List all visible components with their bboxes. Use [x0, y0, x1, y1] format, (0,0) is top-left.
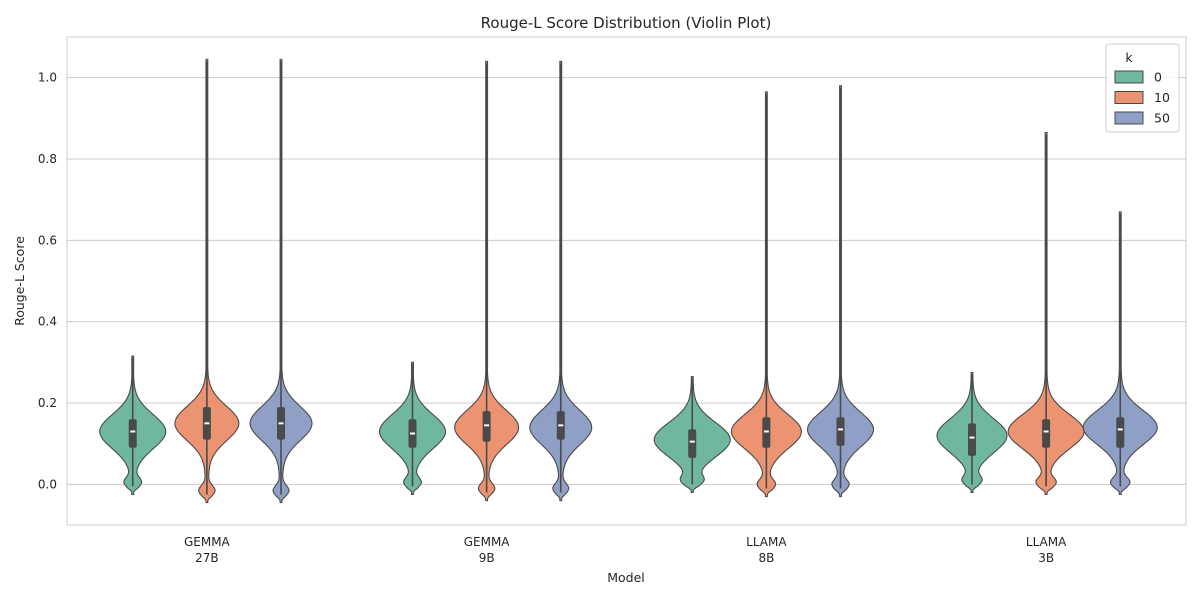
x-axis-title: Model [607, 570, 645, 585]
violin-iqr-box [1042, 419, 1051, 448]
x-tick-label-sub: 3B [1038, 551, 1054, 565]
violins [99, 58, 1158, 504]
legend-label-50: 50 [1154, 111, 1170, 126]
violin-iqr-box [836, 417, 845, 446]
y-tick-label: 1.0 [38, 71, 57, 85]
y-tick-label: 0.2 [38, 396, 57, 410]
violin-iqr-box [688, 429, 697, 458]
x-tick-label: GEMMA [464, 535, 511, 549]
legend-swatch-10 [1114, 91, 1144, 104]
x-tick-label: LLAMA [746, 535, 787, 549]
violin-iqr-box [762, 417, 771, 448]
x-tick-label-sub: 27B [195, 551, 219, 565]
violin-iqr-box [1116, 417, 1125, 448]
violin-iqr-box [482, 411, 491, 442]
gridlines [67, 77, 1186, 485]
chart-title: Rouge-L Score Distribution (Violin Plot) [481, 14, 772, 32]
x-tick-label: GEMMA [184, 535, 231, 549]
plot-background [67, 37, 1186, 525]
y-tick-label: 0.8 [38, 152, 57, 166]
legend-label-10: 10 [1154, 90, 1170, 105]
legend-frame [1105, 43, 1180, 133]
y-tick-label: 0.4 [38, 315, 57, 329]
y-tick-label: 0.6 [38, 233, 57, 247]
legend-label-0: 0 [1154, 70, 1162, 85]
legend: k 0 10 50 [1105, 43, 1180, 133]
y-tick-label: 0.0 [38, 477, 57, 491]
legend-swatch-0 [1114, 70, 1144, 84]
legend-items: 0 10 50 [1114, 70, 1170, 126]
violin-iqr-box [128, 419, 137, 448]
x-tick-label-sub: 8B [758, 551, 774, 565]
legend-swatch-50 [1114, 111, 1144, 125]
x-tick-label-sub: 9B [479, 551, 495, 565]
y-axis-ticks: 0.0 0.2 0.4 0.6 0.8 1.0 [38, 71, 57, 492]
plot-frame [66, 36, 1187, 526]
x-axis-ticks: GEMMA 27B GEMMA 9B LLAMA 8B LLAMA 3B [184, 535, 1067, 565]
violin-iqr-box [967, 423, 976, 456]
legend-title: k [1125, 50, 1133, 65]
x-tick-label: LLAMA [1026, 535, 1067, 549]
y-axis-title: Rouge-L Score [12, 236, 27, 326]
